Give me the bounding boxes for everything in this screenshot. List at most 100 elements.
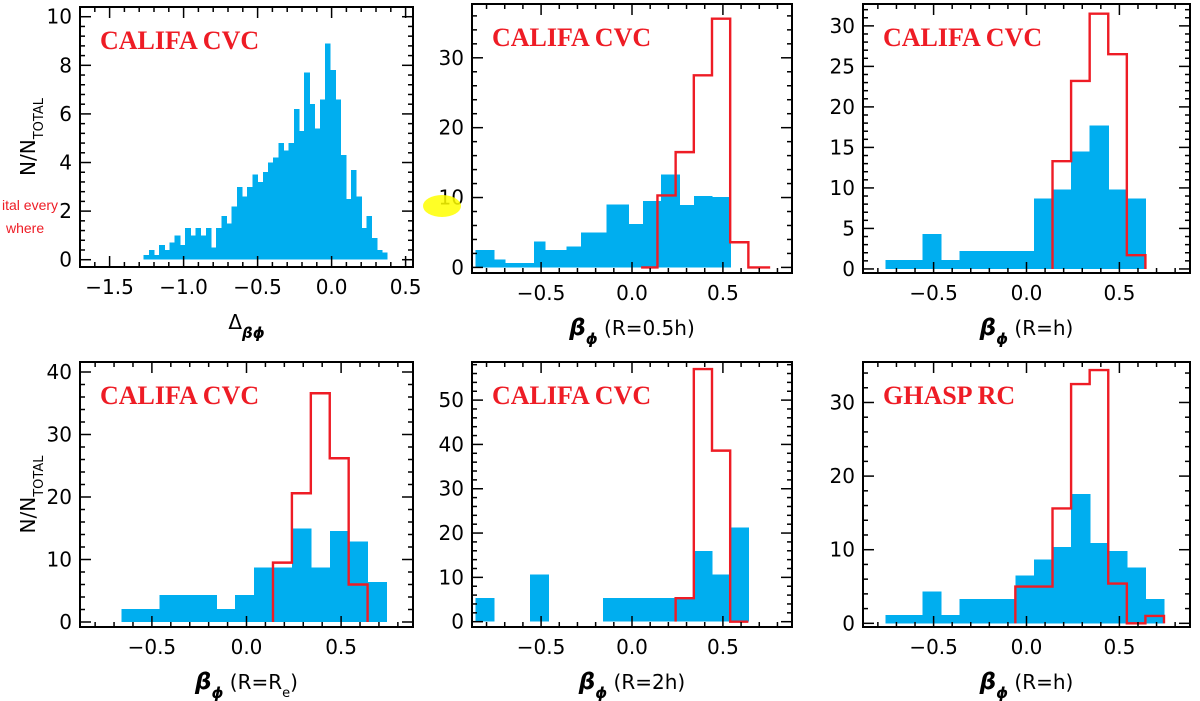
x-axis-title: Δβϕ [228,310,264,342]
hist-bar [544,249,568,268]
hist-bar [278,143,285,260]
hist-bar [159,245,165,260]
hist-bar [996,251,1035,269]
hist-bar [329,530,350,622]
hist-bar [903,260,924,269]
x-tick-label: 0.0 [616,281,648,305]
panel-4: −0.5 0.0 0.5 0 10 20 30 40 CALIFA CVC βϕ (R=Re) N/… [16,360,414,701]
x-tick-label: 0.5 [707,281,739,305]
x-tick-label: 0.5 [1103,635,1135,659]
outline-histogram [674,367,749,623]
outline-histogram [641,17,771,269]
hist-bar [679,205,695,268]
y-tick-label: 30 [47,423,72,447]
hist-bar [533,241,546,268]
y-tick-label: 5 [842,216,855,240]
hist-bar [1015,575,1035,624]
x-tick-label: 0.0 [616,635,648,659]
hist-bar [154,254,160,260]
hist-bar [235,595,255,622]
hist-bar [475,598,495,622]
hist-bar [566,246,582,268]
hist-bar [197,595,217,622]
hist-bar [221,215,228,260]
x-tick-label: −0.5 [909,635,958,659]
hist-bar [148,249,155,260]
hist-bar [376,249,383,260]
hist-bar [159,595,179,622]
x-tick-label: 0.5 [390,275,422,299]
x-tick-label: 0.5 [707,635,739,659]
y-tick-label: 20 [830,95,855,119]
hist-bar [606,204,629,268]
y-tick-label: 10 [47,548,72,572]
y-tick-label: 20 [47,485,72,509]
outline-histogram [1051,12,1147,269]
hist-bar [247,186,254,260]
x-tick-label: −0.5 [517,635,566,659]
hist-bar [922,591,942,624]
panel-title: CALIFA CVC [100,381,259,410]
hist-bar [381,252,388,260]
y-tick-label: 0 [59,248,72,272]
x-tick-label: 0.0 [316,275,348,299]
y-tick-label: 0 [842,611,855,635]
hist-bar [200,235,207,260]
hist-bar [1108,551,1128,624]
hist-bar [675,598,695,622]
hist-bar [310,567,331,622]
y-tick-label: 50 [439,388,464,412]
hist-bar [1052,546,1072,624]
y-tick-label: 10 [47,5,72,29]
y-tick-label: 30 [439,46,464,70]
hist-bar [314,128,321,260]
hist-bar [291,528,312,622]
panel-title: GHASP RC [883,381,1015,410]
hist-bar [178,595,198,622]
hist-bar [1052,189,1072,269]
hist-bar [371,237,378,260]
hist-bar [216,228,222,260]
hist-bar [628,224,644,268]
hist-bar [941,260,961,269]
x-tick-label: −0.5 [128,635,177,659]
hist-bar [712,574,731,622]
highlight-mark [423,195,461,217]
hist-bar [216,608,236,622]
hist-bar [299,130,305,260]
x-tick-label: −0.5 [909,281,958,305]
y-tick-label: 20 [439,521,464,545]
hist-bar [288,143,295,260]
hist-bar [978,251,998,269]
hist-bar [1071,151,1091,269]
hist-bar [257,181,264,260]
hist-bar [350,169,357,260]
panel-6: −0.5 0.0 0.5 0 10 20 30 GHASP RC βϕ (R=h) [830,361,1191,701]
x-axis-title: βϕ (R=2h) [578,669,685,701]
y-tick-label: 30 [830,14,855,38]
x-tick-label: 0.0 [231,635,263,659]
y-tick-label: 4 [59,151,72,175]
hist-bar [121,608,142,622]
y-axis-title: N/NTOTAL [16,455,47,534]
hist-bar [661,174,680,268]
panel-title: CALIFA CVC [883,23,1042,52]
hist-bar [959,599,998,624]
y-tick-label: 15 [830,135,855,159]
hist-bar [996,599,1016,624]
x-tick-label: −1.5 [85,275,134,299]
hist-bar [179,245,186,260]
hist-bar [210,247,217,260]
hist-bar [530,574,549,622]
hist-bar [236,186,243,260]
y-tick-label: 0 [451,610,464,634]
x-tick-label: −1.0 [159,275,208,299]
hist-bar [309,104,316,260]
hist-bar [340,155,347,260]
hist-bar [348,541,369,622]
y-tick-label: 25 [830,54,855,78]
x-tick-label: 0.5 [325,635,357,659]
y-tick-label: 6 [59,102,72,126]
panel-3: −0.5 0.0 0.5 0 5 10 15 20 25 30 CALIFA CVC βϕ (R=h) [830,3,1191,348]
